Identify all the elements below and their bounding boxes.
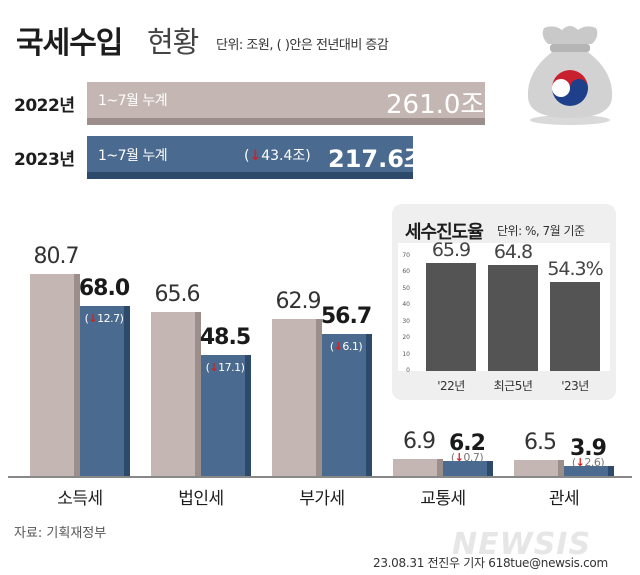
y-tick-label: 60 [402, 268, 410, 276]
progress-bar [426, 262, 476, 371]
summary-bar-2023 [87, 136, 413, 179]
down-arrow-icon: ↓ [209, 360, 219, 374]
change-label: (↓6.1) [329, 340, 363, 354]
change-2023-value: 43.4조 [261, 148, 306, 164]
value-label-2022: 65.6 [154, 282, 201, 307]
value-2022: 261.0조 [386, 90, 485, 120]
y-tick-label: 40 [402, 301, 410, 309]
bar-2022 [393, 458, 437, 476]
y-tick-label: 30 [402, 317, 410, 325]
down-arrow-icon: ↓ [454, 450, 464, 464]
period-2022-label: 1~7월 누계 [98, 93, 168, 109]
bar-2023-side [608, 466, 614, 476]
change-label: (↓12.7) [84, 312, 124, 325]
bar-2022 [30, 274, 74, 476]
category-label: 법인세 [178, 489, 224, 509]
bar-2023 [443, 460, 487, 476]
bar-2023-side [124, 306, 130, 476]
bar-2022 [151, 312, 195, 476]
down-arrow-icon: ↓ [333, 340, 343, 354]
category-label: 교통세 [420, 489, 466, 509]
bar-2023-side [487, 460, 493, 476]
value-label-2023: 6.2 [449, 430, 486, 456]
progress-category-label: '22년 [437, 379, 465, 393]
value-label-2022: 62.9 [275, 288, 322, 314]
bar-2022-side [437, 458, 443, 476]
bar-2022-side [558, 459, 564, 476]
bar-2023 [322, 334, 366, 476]
bar-2023-side [366, 334, 372, 476]
unit-note: 단위: 조원, ( )안은 전년대비 증감 [216, 38, 389, 53]
y-tick-label: 50 [402, 284, 410, 292]
watermark: NEWSIS [452, 527, 592, 562]
bar-2023-side [245, 354, 251, 476]
down-arrow-icon: ↓ [249, 148, 262, 164]
credit-line: 23.08.31 전진우 기자 618tue@newsis.com [373, 556, 608, 570]
value-label-2023: 68.0 [78, 276, 130, 301]
y-tick-label: 20 [402, 334, 410, 342]
progress-bar [488, 264, 538, 371]
category-label: 소득세 [57, 489, 103, 509]
source-note: 자료: 기획재정부 [14, 526, 107, 541]
down-arrow-icon: ↓ [575, 456, 585, 470]
chart-baseline [8, 476, 632, 478]
bar-2023 [201, 354, 245, 476]
progress-rate-unit: 단위: %, 7월 기준 [497, 224, 585, 238]
value-2023: 217.6조 [328, 145, 426, 173]
chart-title-sub: 현황 [147, 25, 199, 59]
value-label-2022: 80.7 [33, 244, 80, 270]
bar-2022-side [74, 274, 80, 476]
progress-category-label: '23년 [561, 379, 589, 393]
value-label-2023: 3.9 [570, 436, 607, 462]
y-tick-label: 70 [402, 252, 410, 259]
bar-2022-side [316, 318, 322, 476]
bar-2022 [272, 318, 316, 476]
value-label-2023: 48.5 [199, 324, 251, 350]
change-label: (↓2.6) [571, 456, 605, 470]
progress-bar [550, 281, 600, 371]
bar-2023 [564, 466, 608, 476]
progress-value-label: 54.3% [547, 257, 603, 280]
change-2023: (↓43.4조) [244, 148, 311, 164]
year-2022-label: 2022년 [14, 96, 75, 116]
category-label: 부가세 [299, 489, 345, 509]
change-label: (↓0.7) [450, 450, 484, 464]
progress-rate-title: 세수진도율 [405, 222, 484, 243]
y-tick-label: 10 [402, 350, 410, 358]
down-arrow-icon: ↓ [88, 312, 98, 325]
category-label: 관세 [548, 489, 580, 509]
summary-bar-2022 [87, 82, 485, 125]
period-2023-label: 1~7월 누계 [98, 148, 168, 164]
value-label-2022: 6.5 [524, 429, 557, 455]
progress-value-label: 65.9 [431, 238, 471, 261]
bar-2022-side [195, 312, 201, 476]
progress-category-label: 최근5년 [493, 379, 533, 393]
value-label-2023: 56.7 [320, 304, 372, 330]
progress-value-label: 64.8 [493, 240, 533, 263]
value-label-2022: 6.9 [403, 428, 436, 454]
money-bag-icon [527, 26, 613, 125]
chart-title: 국세수입 [16, 26, 123, 61]
bar-2023 [80, 306, 124, 476]
year-2023-label: 2023년 [14, 150, 75, 170]
bar-2022 [514, 459, 558, 476]
change-label: (↓17.1) [205, 360, 245, 374]
y-tick-label: 0 [406, 367, 410, 374]
